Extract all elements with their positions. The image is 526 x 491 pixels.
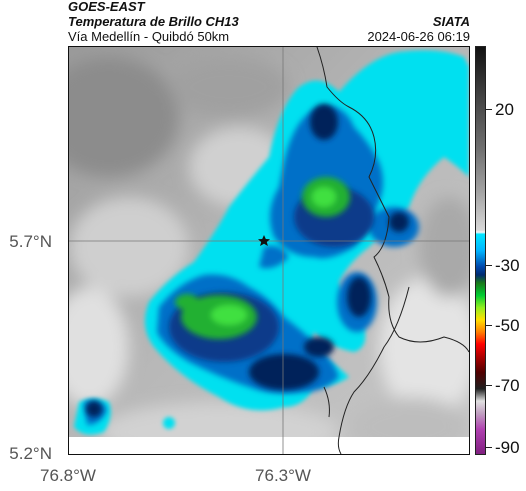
timestamp: 2024-06-26 06:19 — [367, 29, 470, 44]
colorbar-label-minus50: -50 — [495, 316, 520, 335]
colorbar-tick — [486, 325, 492, 326]
cloud-cores — [175, 177, 350, 339]
colorbar-label-minus90: -90 — [495, 438, 520, 457]
lat-label-5-2: 5.2°N — [9, 444, 52, 463]
lat-label-5-7: 5.7°N — [9, 232, 52, 251]
border-line — [316, 47, 469, 353]
colorbar — [475, 46, 486, 455]
product-title: Temperatura de Brillo CH13 — [68, 14, 239, 29]
colorbar-tick — [486, 385, 492, 386]
river-line-2 — [323, 386, 330, 418]
satellite-map[interactable] — [68, 46, 470, 455]
colorbar-label-20: 20 — [495, 100, 514, 119]
satellite-name: GOES-EAST — [68, 0, 145, 14]
star-icon[interactable] — [258, 235, 270, 246]
river-line — [337, 286, 410, 454]
lon-label-76-3: 76.3°W — [255, 466, 311, 485]
agency-name: SIATA — [432, 14, 470, 29]
colorbar-tick — [486, 265, 492, 266]
colorbar-tick — [486, 447, 492, 448]
map-canvas — [69, 47, 469, 454]
colorbar-tick — [486, 109, 492, 110]
colorbar-label-minus30: -30 — [495, 256, 520, 275]
no-data-strip — [69, 437, 469, 454]
lon-label-76-8: 76.8°W — [40, 466, 96, 485]
region-name: Vía Medellín - Quibdó 50km — [68, 29, 230, 44]
colorbar-label-minus70: -70 — [495, 376, 520, 395]
